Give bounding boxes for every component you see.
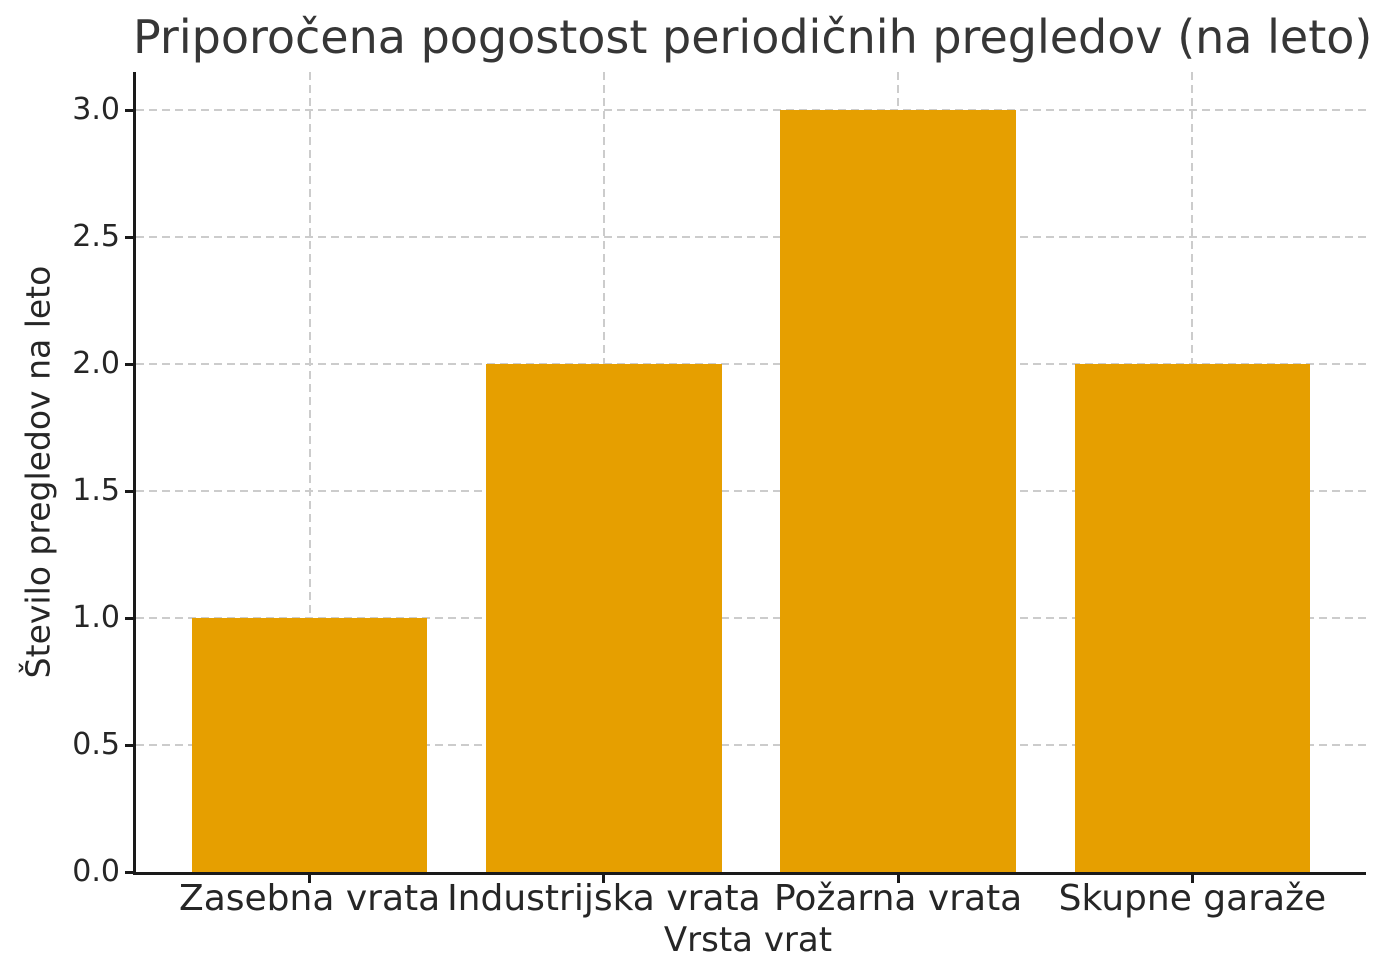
gridline-vertical [308,72,311,872]
y-tick-label: 2.0 [72,346,120,382]
gridline-horizontal [136,363,1366,366]
gridline-horizontal [136,236,1366,239]
bar-2 [486,364,722,872]
x-tick-label: Industrijska vrata [447,878,761,919]
y-tick-mark [125,235,133,239]
y-tick-mark [125,743,133,747]
y-tick-mark [125,489,133,493]
x-tick-mark [308,875,312,883]
gridline-horizontal [136,490,1366,493]
x-tick-mark [602,875,606,883]
y-tick-label: 3.0 [72,92,120,128]
y-tick-mark [125,616,133,620]
bar-4 [1074,364,1311,872]
x-tick-label: Zasebna vrata [179,878,441,919]
gridline-horizontal [136,617,1366,620]
y-tick-label: 2.5 [72,219,120,255]
y-tick-label: 1.0 [72,600,120,636]
gridline-horizontal [136,744,1366,747]
plot-area: 0.0 0.5 1.0 1.5 2.0 2.5 3.0 Zasebna vrata Indust… [72,72,1366,917]
y-tick-mark [125,870,133,874]
gridline-horizontal [136,109,1366,112]
y-tick-label: 0.5 [72,727,120,763]
y-tick-mark [125,108,133,112]
chart-title: Priporočena pogostost periodičnih pregle… [133,10,1373,64]
y-tick-label: 1.5 [72,473,120,509]
y-tick-mark [125,362,133,366]
y-axis-label: Število pregledov na leto [18,265,58,679]
bar-3 [780,110,1016,872]
x-tick-label: Požarna vrata [774,878,1023,919]
bar-1 [191,618,428,872]
y-tick-label: 0.0 [72,854,120,889]
x-tick-mark [896,875,900,883]
x-tick-mark [1190,875,1194,883]
x-tick-label: Skupne garaže [1058,878,1327,919]
x-axis-label: Vrsta vrat [663,920,833,960]
